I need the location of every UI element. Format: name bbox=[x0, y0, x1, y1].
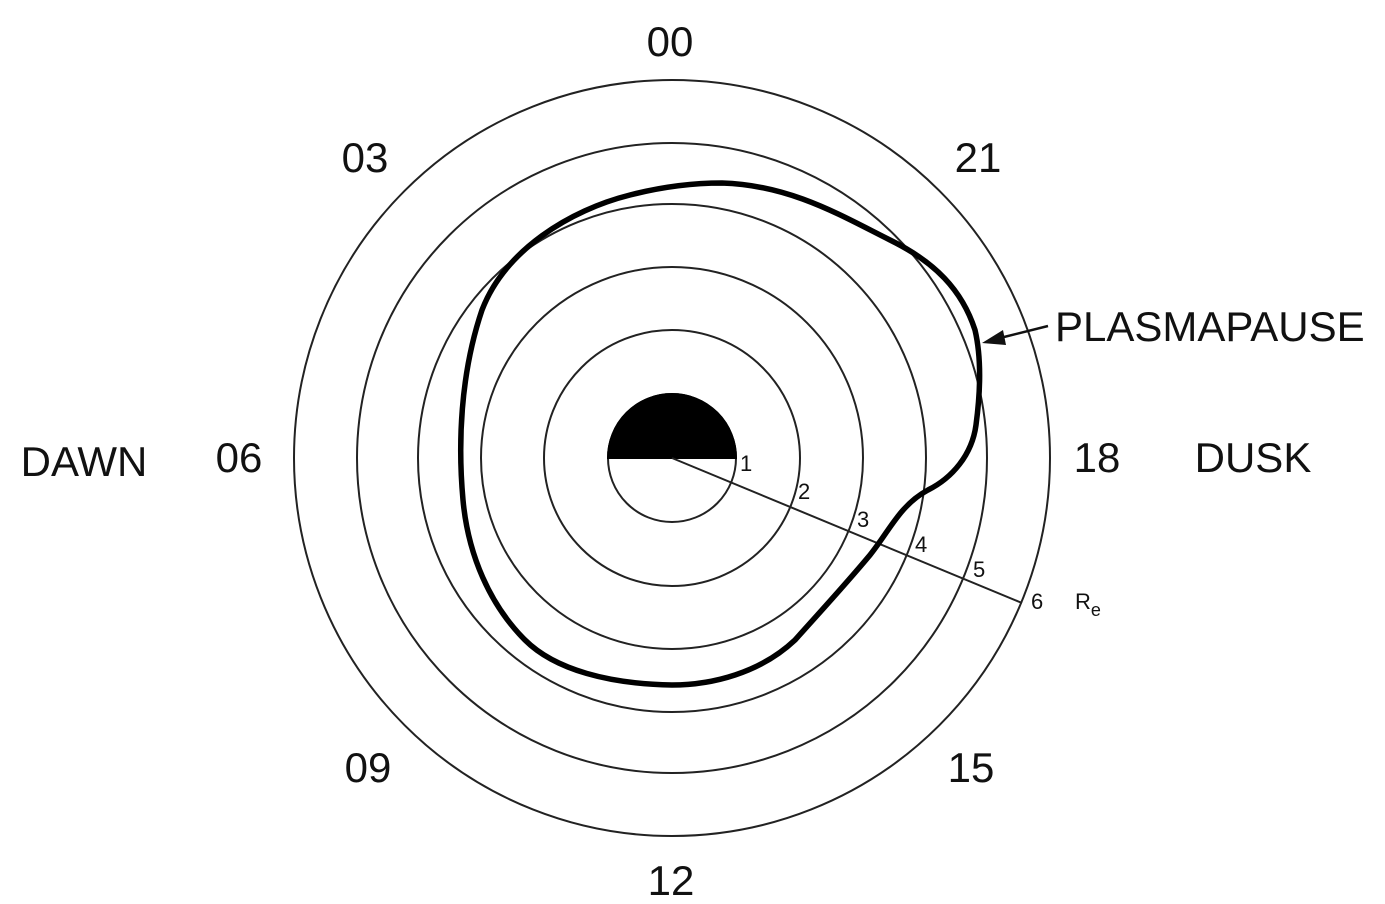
radius-scale-line bbox=[671, 457, 1023, 604]
plasmapause-pointer bbox=[982, 324, 1049, 345]
range-rings bbox=[293, 79, 1051, 837]
ring-2 bbox=[543, 329, 801, 587]
radius-tick-4: 4 bbox=[915, 532, 927, 557]
radius-tick-5: 5 bbox=[973, 557, 985, 582]
radius-tick-6: 6 bbox=[1031, 589, 1043, 614]
radius-tick-labels: 1 2 3 4 5 6 Re bbox=[740, 451, 1101, 620]
lt-03-label: 03 bbox=[342, 134, 389, 181]
radius-unit-main: R bbox=[1075, 589, 1091, 614]
ring-5 bbox=[356, 142, 988, 774]
lt-09-label: 09 bbox=[345, 744, 392, 791]
lt-15-label: 15 bbox=[948, 744, 995, 791]
lt-06-label: 06 bbox=[216, 434, 263, 481]
lt-00-label: 00 bbox=[647, 18, 694, 65]
radius-unit-subscript: e bbox=[1091, 600, 1101, 620]
lt-12-label: 12 bbox=[648, 857, 695, 904]
radius-tick-2: 2 bbox=[798, 479, 810, 504]
ring-4 bbox=[417, 203, 927, 713]
radius-tick-1: 1 bbox=[740, 451, 752, 476]
lt-21-label: 21 bbox=[955, 134, 1002, 181]
ring-6 bbox=[293, 79, 1051, 837]
dusk-label: DUSK bbox=[1195, 434, 1312, 481]
plasmapause-label: PLASMAPAUSE bbox=[1055, 303, 1365, 350]
earth-night-side bbox=[606, 393, 738, 459]
radius-unit-label: Re bbox=[1075, 589, 1101, 620]
lt-18-label: 18 bbox=[1074, 434, 1121, 481]
pointer-line bbox=[999, 324, 1049, 340]
radius-tick-3: 3 bbox=[857, 507, 869, 532]
dawn-label: DAWN bbox=[21, 438, 148, 485]
pointer-arrowhead bbox=[982, 330, 1006, 345]
local-time-labels: 00 21 18 15 12 09 06 03 bbox=[216, 18, 1121, 904]
plasmapause-curve bbox=[457, 180, 983, 688]
ring-3 bbox=[480, 266, 864, 650]
